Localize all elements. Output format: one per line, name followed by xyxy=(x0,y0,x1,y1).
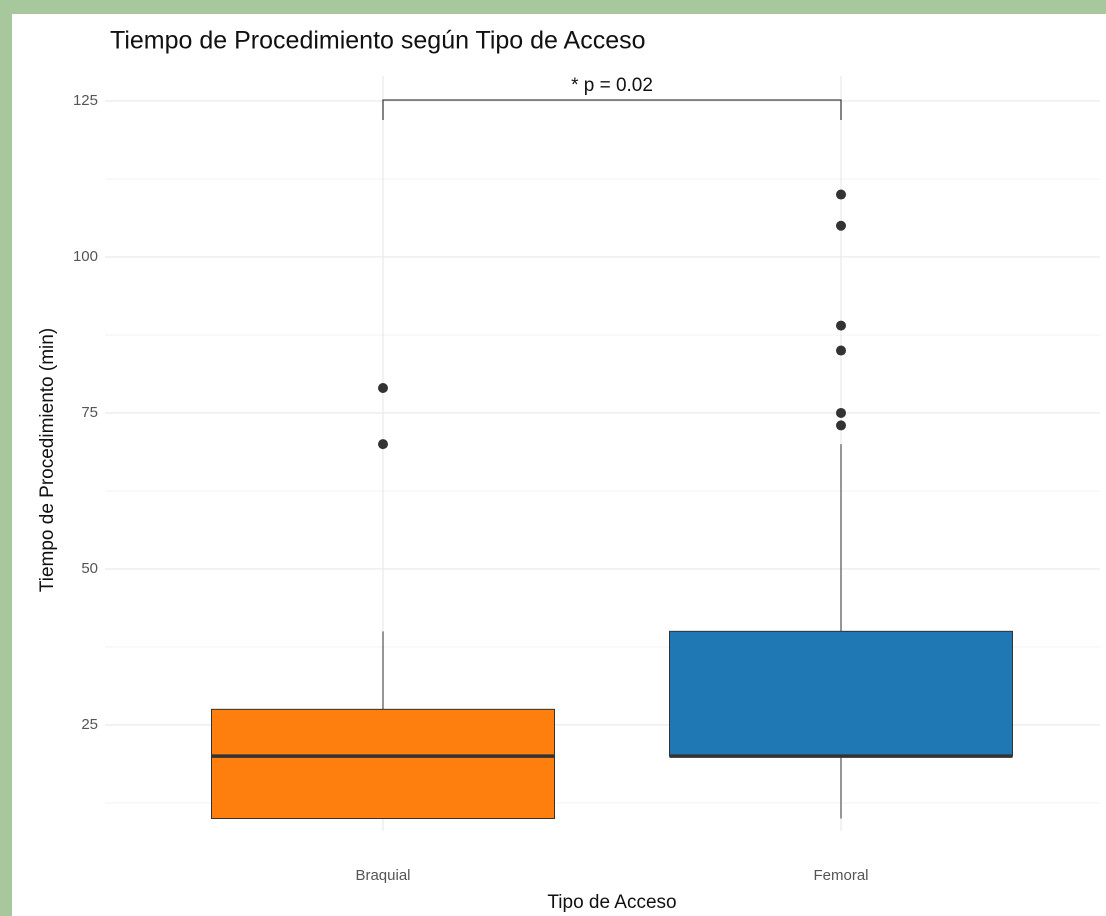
outlier xyxy=(836,189,846,200)
x-axis-label: Tipo de Acceso xyxy=(547,892,676,913)
outlier xyxy=(836,345,846,356)
y-tick-label: 50 xyxy=(81,560,98,577)
outlier xyxy=(836,407,846,418)
box xyxy=(669,630,1013,757)
y-tick-label: 100 xyxy=(73,248,98,265)
y-tick-label: 75 xyxy=(81,404,98,421)
y-tick-label: 125 xyxy=(73,92,98,109)
annotation: * p = 0.02 xyxy=(571,75,653,96)
outlier xyxy=(378,439,388,450)
x-tick-label: Femoral xyxy=(813,867,868,884)
outlier xyxy=(836,320,846,331)
y-axis-label: Tiempo de Procedimiento (min) xyxy=(37,328,58,592)
y-tick-label: 25 xyxy=(81,716,98,733)
background xyxy=(12,14,1106,916)
outlier xyxy=(378,382,388,393)
chart-title: Tiempo de Procedimiento según Tipo de Ac… xyxy=(110,27,646,55)
x-tick-label: Braquial xyxy=(355,867,410,884)
outlier xyxy=(836,220,846,231)
significance-bracket xyxy=(382,99,842,120)
marks xyxy=(211,189,1013,820)
box xyxy=(211,708,555,820)
outlier xyxy=(836,420,846,431)
